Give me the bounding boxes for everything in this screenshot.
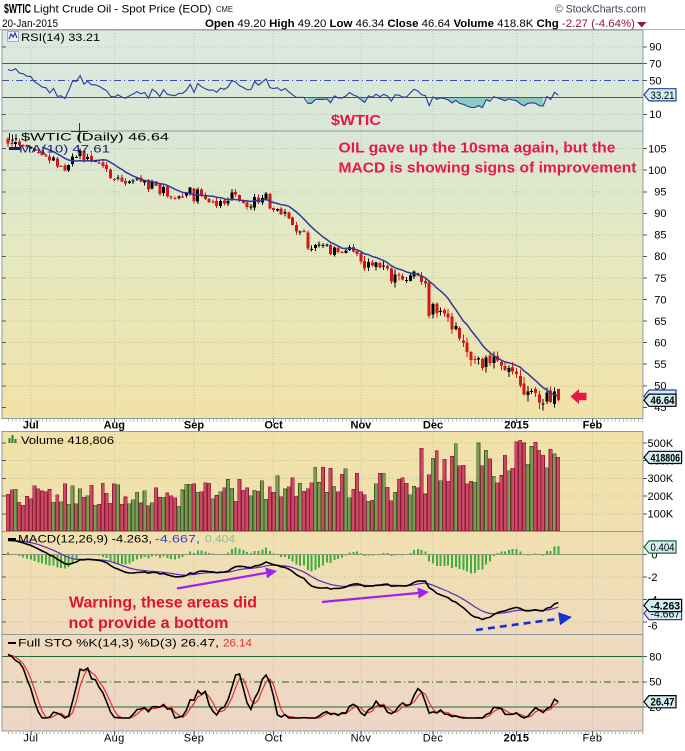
svg-text:100: 100	[648, 165, 666, 177]
svg-text:0.404: 0.404	[205, 534, 235, 546]
svg-text:0.404: 0.404	[651, 542, 675, 554]
svg-text:26.14: 26.14	[223, 638, 252, 650]
svg-text:CME: CME	[216, 4, 233, 14]
svg-text:50: 50	[649, 677, 661, 689]
svg-text:Jul: Jul	[23, 420, 39, 432]
svg-text:Feb: Feb	[583, 420, 603, 432]
svg-text:500K: 500K	[648, 438, 674, 450]
svg-text:105: 105	[648, 144, 666, 156]
svg-text:Jul: Jul	[23, 733, 38, 745]
svg-text:33.21: 33.21	[651, 90, 675, 102]
svg-text:$WTIC: $WTIC	[4, 2, 31, 16]
svg-text:2015: 2015	[504, 420, 528, 432]
svg-text:Warning, these areas did: Warning, these areas did	[69, 595, 257, 612]
svg-text:-2: -2	[648, 572, 658, 584]
svg-text:Dec: Dec	[423, 733, 444, 745]
svg-text:Nov: Nov	[351, 420, 373, 432]
svg-text:80: 80	[649, 652, 661, 664]
svg-text:2015: 2015	[504, 733, 530, 745]
svg-text:$WTIC (Daily) 46.64: $WTIC (Daily) 46.64	[21, 132, 169, 144]
svg-text:46.64: 46.64	[651, 395, 676, 407]
svg-text:10: 10	[649, 109, 661, 121]
svg-text:MACD(12,26,9) -4.263,: MACD(12,26,9) -4.263,	[18, 534, 152, 546]
svg-text:-4.263: -4.263	[651, 601, 681, 613]
svg-text:-6: -6	[648, 620, 658, 632]
svg-text:85: 85	[654, 230, 666, 242]
svg-text:-4.667,: -4.667,	[155, 534, 200, 546]
svg-text:Full STO %K(14,3) %D(3) 26.47,: Full STO %K(14,3) %D(3) 26.47,	[18, 638, 219, 650]
svg-text:MA(10) 47.61: MA(10) 47.61	[19, 143, 110, 155]
svg-text:Oct: Oct	[264, 420, 283, 432]
svg-text:not provide a bottom: not provide a bottom	[69, 615, 229, 632]
svg-text:20-Jan-2015: 20-Jan-2015	[2, 18, 58, 30]
svg-text:95: 95	[654, 187, 666, 199]
svg-text:80: 80	[654, 251, 666, 263]
svg-text:RSI(14) 33.21: RSI(14) 33.21	[21, 32, 100, 44]
svg-text:© StockCharts.com: © StockCharts.com	[555, 4, 646, 16]
svg-text:Volume 418,806: Volume 418,806	[21, 435, 114, 447]
svg-text:Oct: Oct	[265, 733, 283, 745]
svg-text:50: 50	[649, 75, 661, 87]
svg-text:200K: 200K	[648, 491, 674, 503]
svg-text:Aug: Aug	[104, 733, 124, 745]
svg-text:OIL gave up the 10sma again, b: OIL gave up the 10sma again, but the	[339, 140, 616, 157]
svg-text:100K: 100K	[648, 509, 674, 521]
svg-text:$WTIC: $WTIC	[331, 112, 381, 129]
svg-text:65: 65	[654, 316, 666, 328]
svg-text:Light Crude Oil - Spot Price (: Light Crude Oil - Spot Price (EOD)	[34, 4, 212, 16]
svg-text:60: 60	[654, 337, 666, 349]
svg-text:418806: 418806	[651, 452, 681, 464]
svg-text:MACD is showing signs of impro: MACD is showing signs of improvement	[339, 160, 637, 177]
svg-text:26.47: 26.47	[651, 697, 675, 709]
svg-text:90: 90	[649, 42, 661, 54]
svg-text:Feb: Feb	[582, 733, 602, 745]
svg-text:90: 90	[654, 208, 666, 220]
svg-text:75: 75	[654, 273, 666, 285]
svg-text:300K: 300K	[648, 473, 674, 485]
svg-text:70: 70	[649, 59, 661, 71]
svg-text:Open 49.20 High 49.20 Low 46.3: Open 49.20 High 49.20 Low 46.34 Close 46…	[205, 18, 635, 30]
svg-text:Sep: Sep	[184, 420, 204, 432]
svg-text:Sep: Sep	[184, 733, 204, 745]
svg-text:Dec: Dec	[423, 420, 443, 432]
svg-text:70: 70	[654, 294, 666, 306]
svg-text:Nov: Nov	[351, 733, 372, 745]
svg-text:55: 55	[654, 359, 666, 371]
svg-text:Aug: Aug	[104, 420, 125, 432]
